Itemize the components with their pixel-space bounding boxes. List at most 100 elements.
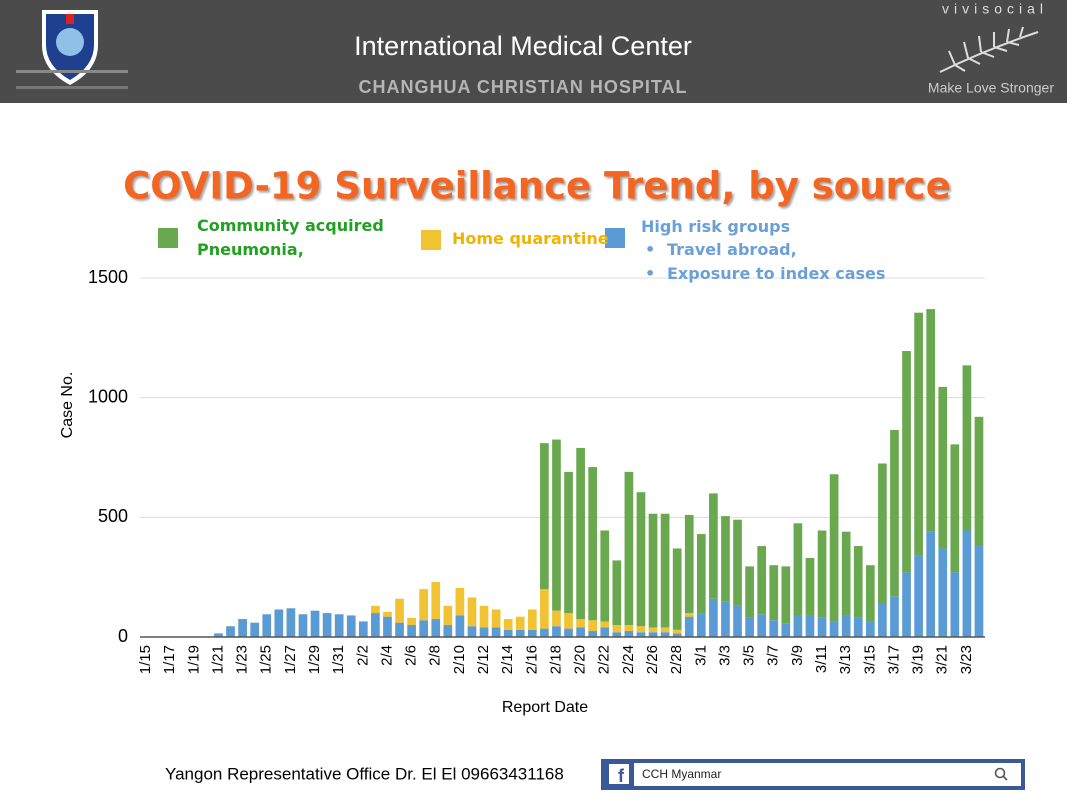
bar: [395, 598, 404, 623]
bar: [455, 615, 465, 637]
bar: [721, 516, 730, 602]
bar: [503, 629, 513, 637]
bar: [624, 625, 634, 632]
x-tick-label: 1/15: [137, 645, 154, 674]
bar: [491, 627, 501, 637]
bar: [962, 365, 972, 531]
bar: [467, 597, 477, 627]
bar: [769, 620, 779, 637]
legend-label: Home quarantine: [452, 229, 609, 248]
bar: [878, 603, 887, 637]
x-axis-label: Report Date: [502, 699, 588, 716]
bar: [709, 493, 718, 599]
bar: [902, 572, 911, 637]
legend-note: Exposure to index cases: [645, 264, 885, 283]
bar: [564, 613, 573, 629]
bar: [636, 632, 646, 637]
bar: [358, 621, 368, 637]
bar: [214, 633, 223, 637]
bar: [648, 627, 658, 633]
bar: [250, 622, 260, 637]
x-tick-label: 1/17: [161, 645, 178, 674]
bar: [540, 628, 549, 637]
bar: [709, 598, 718, 637]
y-axis-label: Case No.: [59, 372, 76, 439]
bar: [660, 627, 670, 633]
bar: [793, 615, 803, 637]
bar: [383, 616, 392, 637]
bar: [479, 627, 489, 637]
bar: [733, 519, 742, 606]
bar: [346, 615, 356, 637]
x-tick-label: 2/22: [596, 645, 613, 674]
bar: [419, 620, 429, 637]
legend-swatch: [158, 228, 178, 248]
bar: [636, 626, 646, 633]
x-tick-label: 2/24: [620, 645, 637, 674]
tagline: Make Love Stronger: [928, 80, 1054, 96]
bar: [612, 632, 622, 637]
bar: [479, 605, 489, 628]
bar: [974, 416, 984, 547]
bar: [395, 622, 404, 637]
bar: [576, 447, 585, 620]
header-title: International Medical Center: [354, 31, 692, 61]
x-tick-label: 1/19: [185, 645, 202, 674]
bar: [431, 581, 441, 620]
chart-title: COVID-19 Surveillance Trend, by source: [123, 165, 951, 208]
bar: [805, 558, 815, 616]
bar: [890, 596, 899, 637]
legend-swatch: [421, 230, 441, 250]
bar: [914, 555, 923, 637]
bar: [878, 463, 887, 604]
x-tick-label: 3/5: [741, 645, 758, 666]
bar: [371, 605, 380, 614]
bar: [684, 613, 694, 617]
x-tick-label: 1/25: [258, 645, 275, 674]
x-tick-label: 2/6: [403, 645, 420, 666]
bar: [371, 613, 380, 637]
bar: [890, 429, 899, 597]
bar: [576, 627, 585, 637]
legend-note: Travel abroad,: [645, 240, 797, 259]
bar: [407, 625, 416, 637]
bar: [829, 621, 839, 637]
x-tick-label: 2/18: [547, 645, 564, 674]
bar: [588, 467, 598, 621]
bar: [491, 609, 501, 628]
fern-icon: [939, 26, 1039, 73]
x-tick-label: 1/29: [306, 645, 323, 674]
bar: [974, 546, 984, 637]
bar: [588, 631, 598, 637]
x-tick-label: 3/17: [885, 645, 902, 674]
bar: [334, 614, 344, 637]
bar: [938, 386, 948, 549]
bar: [540, 589, 549, 629]
bar: [419, 589, 429, 621]
bar: [745, 617, 754, 637]
x-tick-label: 3/1: [692, 645, 709, 666]
bar: [648, 513, 658, 628]
bar: [624, 631, 634, 637]
bar: [552, 626, 561, 637]
bar: [817, 530, 827, 618]
bar: [902, 350, 911, 573]
bar: [274, 609, 284, 637]
bar: [757, 546, 767, 615]
x-tick-label: 2/10: [451, 645, 468, 674]
x-tick-label: 3/21: [934, 645, 951, 674]
bar: [672, 548, 682, 630]
bar: [503, 619, 513, 630]
x-tick-label: 3/23: [958, 645, 975, 674]
bar: [310, 610, 320, 637]
bar: [540, 443, 549, 590]
x-tick-label: 3/15: [861, 645, 878, 674]
bar: [322, 613, 332, 637]
x-tick-label: 3/19: [910, 645, 927, 674]
bar: [817, 617, 827, 637]
x-tick-label: 1/23: [234, 645, 251, 674]
bar: [443, 605, 453, 626]
bar: [600, 627, 610, 637]
bar: [238, 619, 247, 637]
bar: [841, 615, 851, 637]
